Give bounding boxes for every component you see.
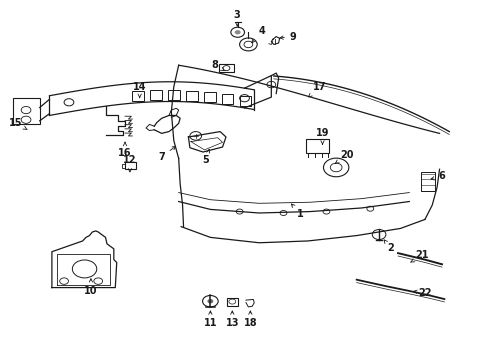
Text: 13: 13 — [225, 311, 239, 328]
Text: 16: 16 — [118, 142, 131, 158]
Text: 8: 8 — [211, 60, 224, 71]
Bar — [168, 90, 180, 100]
Bar — [226, 298, 237, 306]
Text: 15: 15 — [9, 118, 27, 130]
Bar — [420, 172, 434, 192]
Text: 4: 4 — [251, 26, 264, 43]
Bar — [132, 91, 144, 102]
Bar — [185, 90, 197, 100]
Bar — [239, 96, 251, 107]
Text: 21: 21 — [410, 250, 428, 262]
Circle shape — [234, 30, 240, 35]
Bar — [218, 64, 234, 72]
Bar — [13, 98, 40, 125]
Text: 11: 11 — [203, 311, 217, 328]
Text: 22: 22 — [413, 288, 431, 298]
Text: 9: 9 — [279, 32, 296, 41]
Bar — [124, 162, 136, 169]
Text: 7: 7 — [158, 146, 175, 162]
Bar — [221, 94, 233, 104]
Text: 18: 18 — [243, 311, 257, 328]
Text: 1: 1 — [291, 204, 304, 219]
Text: 19: 19 — [315, 129, 328, 144]
Text: 3: 3 — [233, 10, 240, 26]
Bar — [150, 90, 162, 100]
Text: 5: 5 — [202, 149, 209, 165]
Text: 20: 20 — [334, 150, 353, 163]
Text: 17: 17 — [308, 82, 326, 97]
Text: 12: 12 — [123, 155, 136, 172]
Bar — [305, 139, 329, 153]
Circle shape — [207, 299, 213, 303]
Text: 10: 10 — [84, 279, 98, 296]
Text: 6: 6 — [430, 171, 445, 181]
Text: 2: 2 — [383, 240, 393, 253]
Text: 14: 14 — [133, 82, 146, 98]
Bar — [203, 92, 215, 102]
